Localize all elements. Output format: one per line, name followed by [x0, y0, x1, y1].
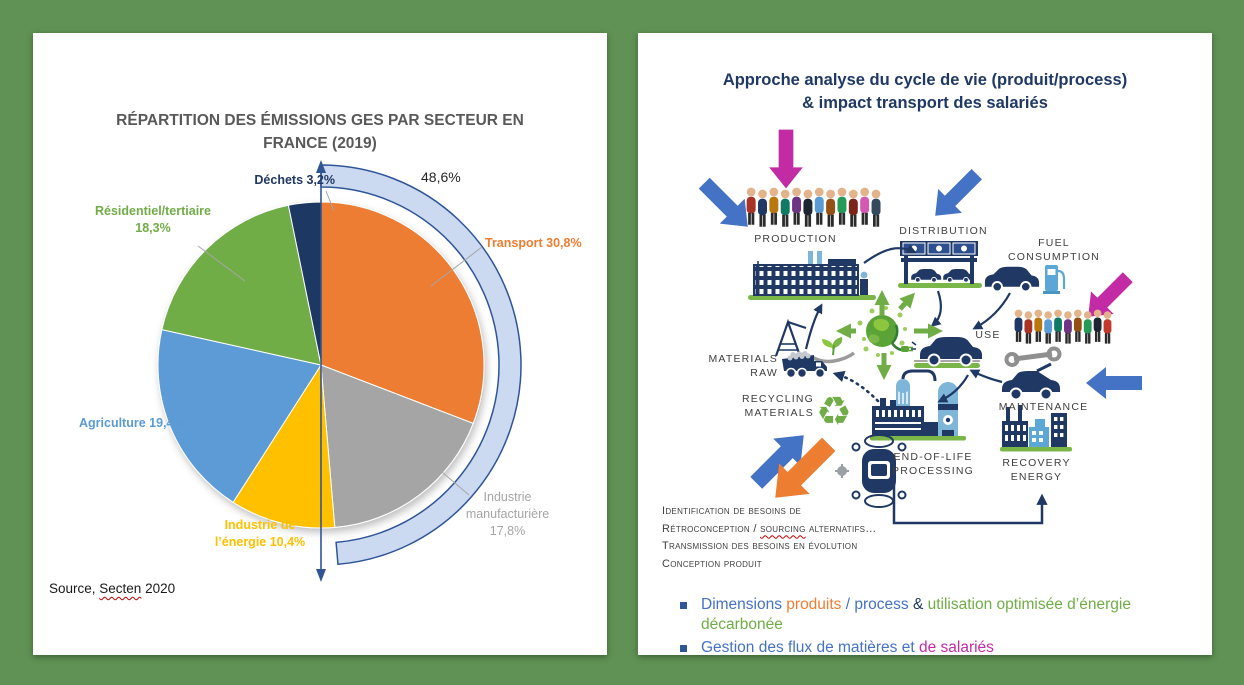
exploded-car-topview-icon [835, 434, 907, 508]
pie-slice-industrie-manufacturi-re [320, 364, 474, 528]
notes-line3: Transmission des besoins en évolution [662, 540, 858, 553]
wrench-icon [1004, 346, 1062, 367]
blue-arrow-distribution-icon [923, 162, 989, 228]
notes-line2-wavy: sourcing [760, 522, 806, 535]
label-production: PRODUCTION [754, 233, 837, 245]
label-fuel: FUEL CONSUMPTION [1008, 237, 1100, 263]
highlight-arc-label: 48,6% [421, 169, 461, 185]
label-use: USE [975, 329, 1001, 341]
notes-line1: Identification de besoins de [662, 505, 802, 517]
dump-truck-icon [782, 351, 827, 379]
slice-label-dechets: Déchets 3,2% [254, 173, 335, 187]
pie-slice-industrie-de-l-nergie [232, 363, 336, 529]
bullet-square-icon [680, 645, 687, 653]
pie-slice-transport [320, 201, 485, 425]
lifecycle-diagram-canvas: ♻ [691, 129, 1142, 525]
source-prefix: Source, [49, 581, 100, 596]
eco-arrows [836, 290, 943, 380]
pie-slice-agriculture [157, 329, 322, 503]
notes-line2-pre: Rétroconception / [662, 522, 761, 535]
hand-sprout-icon [811, 337, 856, 364]
label-recovery: RECOVERY ENERGY [1002, 457, 1071, 483]
employees-group-production-icon [746, 187, 881, 227]
lifecycle-diagram-slide: Approche analyse du cycle de vie (produi… [638, 33, 1212, 656]
highlight-arc-band [320, 164, 522, 566]
label-raw-materials: MATERIALS RAW [708, 353, 778, 379]
diagram-title: Approche analyse du cycle de vie (produi… [722, 71, 1128, 113]
bullet-item-1: Dimensions produits / process & utilisat… [680, 595, 1185, 635]
bullet-text: Gestion des flux de matières et de salar… [701, 639, 994, 657]
label-recycling: RECYCLING MATERIALS [741, 393, 814, 419]
pie-chart-slide: RÉPARTITION DES ÉMISSIONS GES PAR SECTEU… [33, 33, 607, 655]
notes-line2: Rétroconception / sourcing alternatifs… [662, 521, 894, 539]
notes-line4: Conception produit [662, 557, 762, 570]
slice-label-residentiel: Résidentiel/tertiaire 18,3% [94, 204, 211, 235]
recycling-symbol-icon: ♻ [816, 389, 852, 435]
summary-bullets: Dimensions produits / process & utilisat… [680, 595, 1185, 661]
factory-icon [748, 251, 876, 300]
dealership-icon [898, 241, 982, 288]
bullet-text: Dimensions produits / process & utilisat… [701, 596, 1131, 634]
label-distribution: DISTRIBUTION [899, 225, 988, 237]
source-wavy-word: Secten [99, 581, 142, 596]
magenta-arrow-production-icon [769, 129, 803, 189]
flow-arrows [804, 244, 1048, 525]
blue-arrow-maintenance-icon [1086, 367, 1142, 399]
employees-group-use-icon [1014, 309, 1112, 344]
source-suffix: 2020 [141, 581, 176, 596]
use-car-icon [911, 337, 982, 368]
identification-notes: Identification de besoins de Rétroconcep… [662, 503, 894, 573]
slice-label-manufacturiere: Industrie manufacturière 17,8% [465, 490, 550, 538]
source-citation: Source, Secten 2020 [49, 581, 175, 596]
label-maintenance: MAINTENANCE [998, 401, 1089, 413]
slice-label-energie: Industrie de l’énergie 10,4% [214, 518, 306, 549]
arc-axis-line [316, 160, 326, 582]
eco-globe-icon [857, 306, 913, 357]
bullet-square-icon [680, 602, 687, 609]
pie-slices [157, 201, 485, 529]
slice-label-transport: Transport 30,8% [485, 236, 582, 250]
pie-chart-canvas [157, 160, 522, 582]
slice-label-agriculture: Agriculture 19,4% [79, 416, 185, 430]
fuel-consumption-icon [984, 265, 1066, 294]
notes-line2-post: alternatifs… [805, 522, 877, 535]
pie-slice-r-sidentiel-tertiaire [161, 204, 322, 366]
recovery-energy-icon [1000, 405, 1072, 452]
bullet-item-2: Gestion des flux de matières et de salar… [680, 638, 1185, 658]
label-end-of-life: END-OF-LIFE PROCESSING [891, 451, 974, 477]
maintenance-icon [1002, 346, 1062, 401]
chart-title: RÉPARTITION DES ÉMISSIONS GES PAR SECTEU… [116, 112, 524, 153]
end-of-life-plant-icon [870, 369, 966, 441]
leader-lines [197, 190, 483, 496]
